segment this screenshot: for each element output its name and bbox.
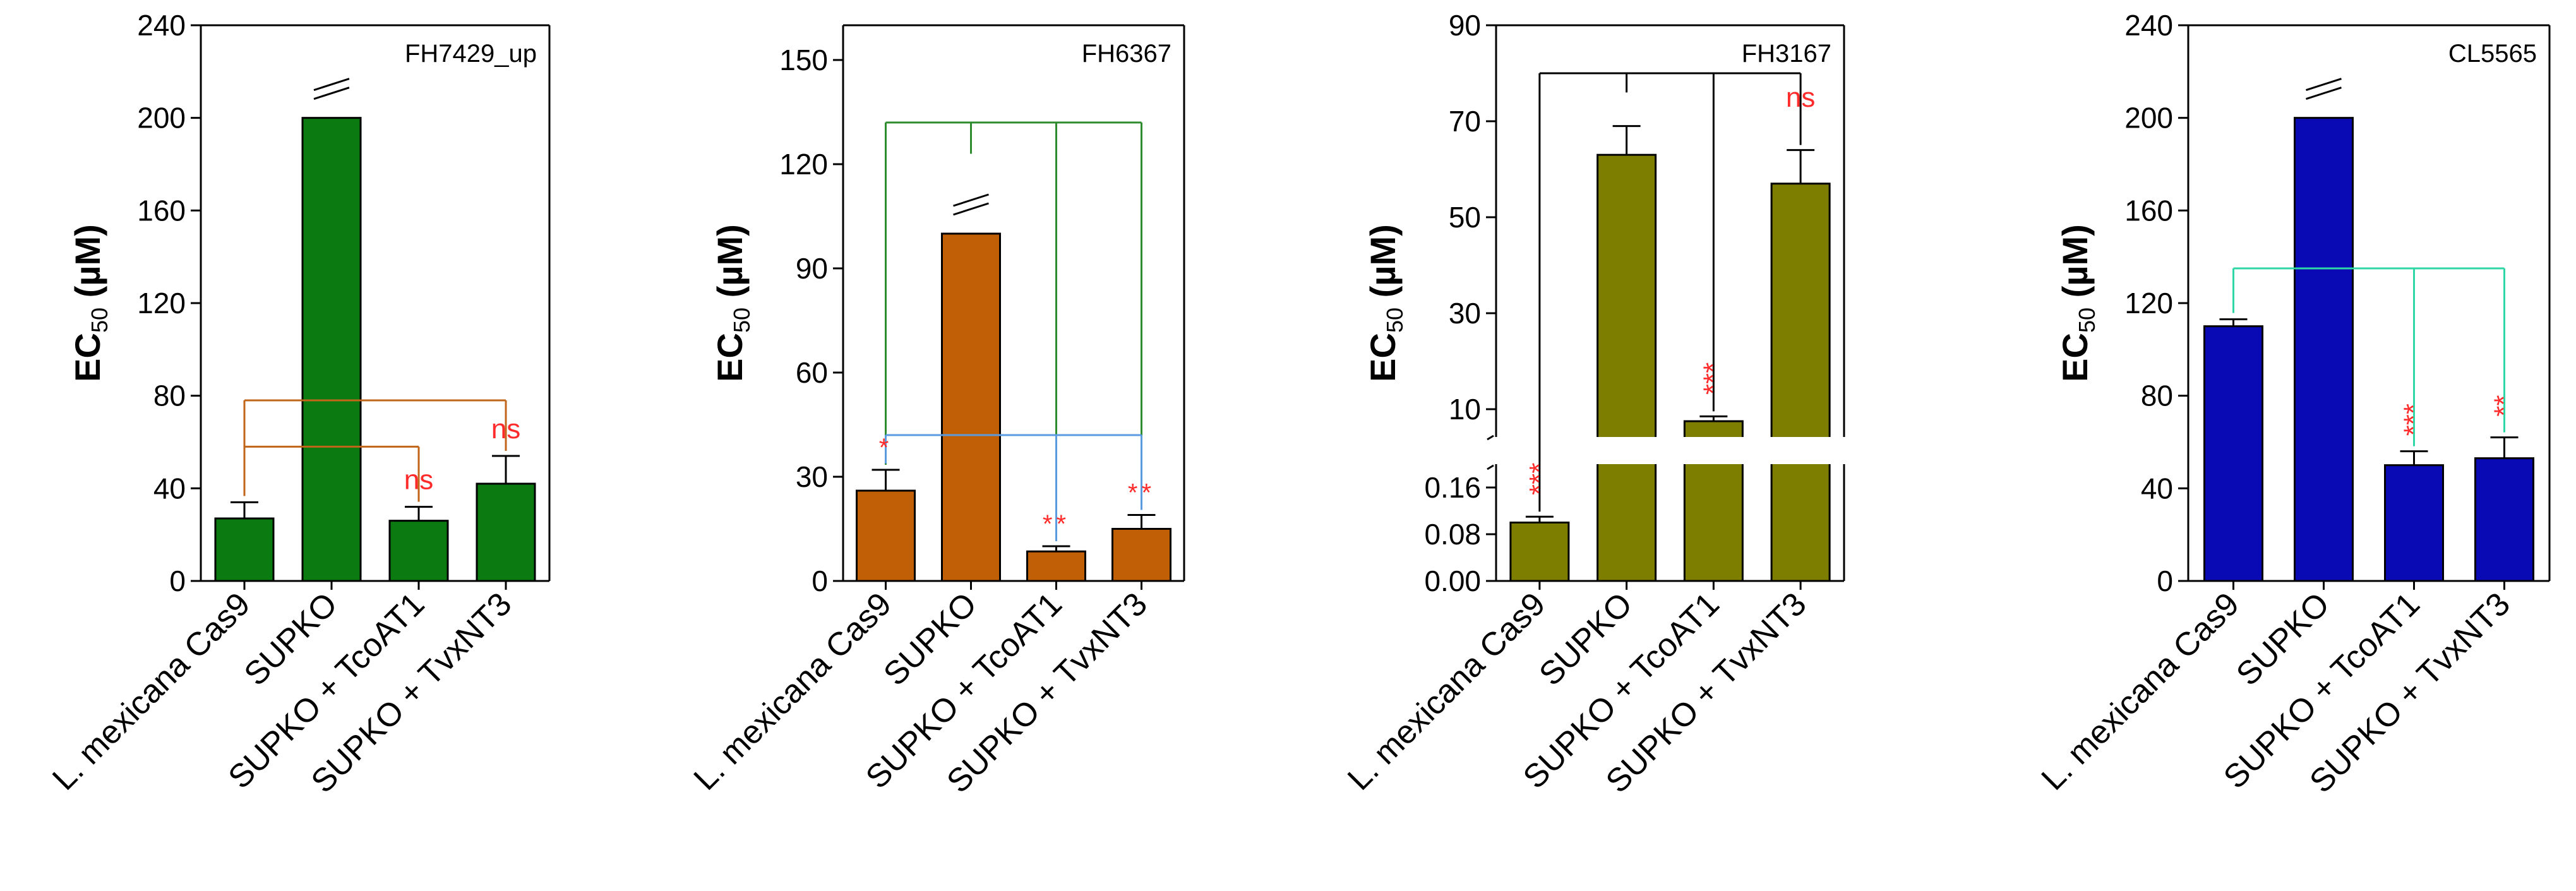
- y-tick-label: 150: [779, 44, 828, 76]
- significance-label: ns: [1786, 82, 1815, 113]
- y-axis-label: EC50 (µM): [710, 224, 755, 382]
- axis-break-gap: [1477, 437, 1850, 464]
- significance-label: ns: [404, 465, 433, 496]
- significance-label: *: [879, 434, 893, 462]
- truncation-mark: [953, 202, 989, 216]
- bar: [1770, 182, 1831, 582]
- y-axis-label-unit: (µM): [1363, 224, 1403, 308]
- y-axis-label-subscript: 50: [2074, 308, 2100, 333]
- y-axis-label: EC50 (µM): [1363, 224, 1408, 382]
- y-tick-label: 80: [153, 380, 186, 412]
- bar: [301, 117, 362, 582]
- significance-label: ***: [1698, 362, 1728, 395]
- y-tick-label: 30: [796, 460, 828, 493]
- panel-title: FH6367: [1082, 40, 1171, 68]
- axis-break-mark: [1487, 434, 1494, 441]
- y-tick-label: 0: [2157, 565, 2173, 597]
- bar: [2203, 325, 2263, 582]
- bar: [1026, 550, 1086, 582]
- y-tick-label: 120: [2124, 287, 2173, 320]
- y-tick-label: 80: [2141, 380, 2173, 412]
- y-tick-label: 0.08: [1424, 518, 1481, 551]
- y-tick-label: 0: [812, 565, 828, 597]
- x-tick-label: L. mexicana Cas9: [2035, 585, 2246, 797]
- bar: [1111, 528, 1171, 582]
- chart-panel-4: 0 40 80 120 160 200 240 EC50 (µM) CL5565 L. mexic…: [2035, 9, 2551, 800]
- y-tick-label: 0: [169, 565, 186, 597]
- bar: [2474, 457, 2534, 582]
- y-tick-label: 120: [137, 287, 186, 320]
- axis-break-mark: [1487, 464, 1494, 470]
- truncation-mark: [2306, 78, 2342, 92]
- significance-label: ***: [1524, 463, 1555, 495]
- y-tick-label: 60: [796, 356, 828, 389]
- bar: [2384, 464, 2444, 582]
- y-tick-label: 0.16: [1424, 471, 1481, 504]
- bar: [388, 520, 449, 582]
- bar: [214, 517, 275, 582]
- y-axis-label-main: EC: [710, 333, 750, 382]
- y-axis-label-unit: (µM): [68, 224, 107, 308]
- significance-label: ns: [491, 414, 520, 445]
- y-tick-label: 240: [2124, 9, 2173, 42]
- y-axis-label: EC50 (µM): [68, 224, 112, 382]
- truncation-mark: [953, 193, 989, 207]
- significance-label: **: [1128, 479, 1155, 507]
- truncation-mark: [313, 87, 350, 100]
- y-axis-label-subscript: 50: [1382, 308, 1408, 333]
- y-tick-label: 160: [137, 194, 186, 227]
- y-axis-label-unit: (µM): [710, 224, 750, 308]
- y-axis-label-main: EC: [68, 333, 107, 382]
- bar: [941, 232, 1001, 582]
- y-tick-label: 50: [1449, 201, 1481, 234]
- significance-label: ***: [2399, 404, 2429, 436]
- bar: [856, 489, 916, 582]
- y-tick-label: 200: [2124, 102, 2173, 135]
- y-axis-label-subscript: 50: [87, 308, 112, 333]
- panel-title: FH3167: [1742, 40, 1831, 68]
- y-axis-label-unit: (µM): [2055, 224, 2095, 308]
- y-tick-label: 40: [153, 472, 186, 505]
- y-tick-label: 90: [796, 252, 828, 285]
- y-tick-label: 160: [2124, 194, 2173, 227]
- truncation-mark: [313, 78, 350, 92]
- y-axis-label: EC50 (µM): [2055, 224, 2100, 382]
- truncation-mark: [2306, 87, 2342, 100]
- y-tick-label: 0.00: [1424, 565, 1481, 597]
- y-tick-label: 70: [1449, 105, 1481, 138]
- y-tick-label: 40: [2141, 472, 2173, 505]
- significance-label: **: [1043, 510, 1070, 538]
- bar: [1597, 153, 1657, 582]
- panel-title: FH7429_up: [405, 40, 537, 68]
- y-tick-label: 90: [1449, 9, 1481, 42]
- bar: [1509, 522, 1570, 582]
- y-tick-label: 30: [1449, 297, 1481, 330]
- y-tick-label: 10: [1449, 393, 1481, 426]
- y-tick-label: 240: [137, 9, 186, 42]
- y-tick-label: 120: [779, 148, 828, 181]
- bar: [476, 482, 536, 582]
- bar: [2294, 117, 2354, 582]
- y-axis-label-subscript: 50: [729, 308, 755, 333]
- significance-label: **: [2489, 395, 2520, 417]
- y-axis-label-main: EC: [2055, 333, 2095, 382]
- y-axis-label-main: EC: [1363, 333, 1403, 382]
- panel-title: CL5565: [2448, 40, 2537, 68]
- y-tick-label: 200: [137, 102, 186, 135]
